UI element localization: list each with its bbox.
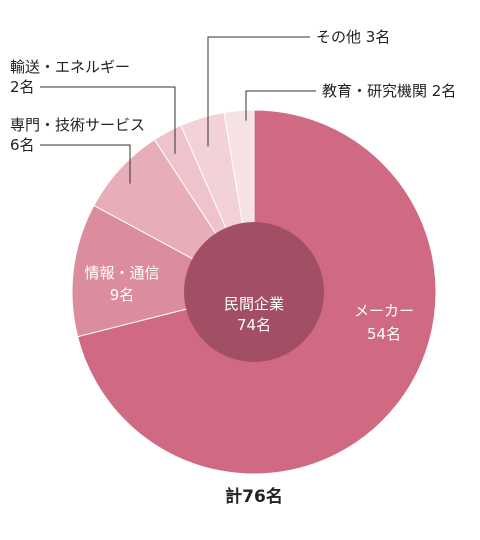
- slice-label-transport-energy: 輸送・エネルギー: [10, 58, 130, 76]
- slice-label-education-research: 教育・研究機関 2名: [322, 82, 456, 100]
- slice-value-info-comm: 9名: [110, 286, 135, 304]
- slice-label-other: その他 3名: [316, 28, 390, 46]
- slice-info-comm: [71, 204, 256, 338]
- leader-lines: [40, 36, 316, 184]
- center-label-title: 民間企業: [224, 295, 284, 313]
- leader-other: [207, 36, 310, 147]
- slice-label-manufacturer: メーカー: [354, 302, 414, 320]
- center-label-value: 74名: [237, 316, 271, 334]
- slice-label-professional-services: 専門・技術サービス: [10, 116, 145, 134]
- slice-labels: メーカー 54名 情報・通信 9名 専門・技術サービス 6名 輸送・エネルギー 2名 その他 3…: [10, 28, 456, 343]
- leader-education-research: [245, 90, 316, 121]
- center-circle: [184, 222, 324, 362]
- slice-label-info-comm: 情報・通信: [84, 264, 159, 282]
- slice-value-manufacturer: 54名: [367, 325, 401, 343]
- leader-transport-energy: [40, 86, 176, 154]
- total-label: 計76名: [225, 486, 283, 507]
- slice-value-professional-services: 6名: [10, 136, 35, 154]
- leader-professional-services: [40, 144, 131, 184]
- slice-value-transport-energy: 2名: [10, 78, 35, 96]
